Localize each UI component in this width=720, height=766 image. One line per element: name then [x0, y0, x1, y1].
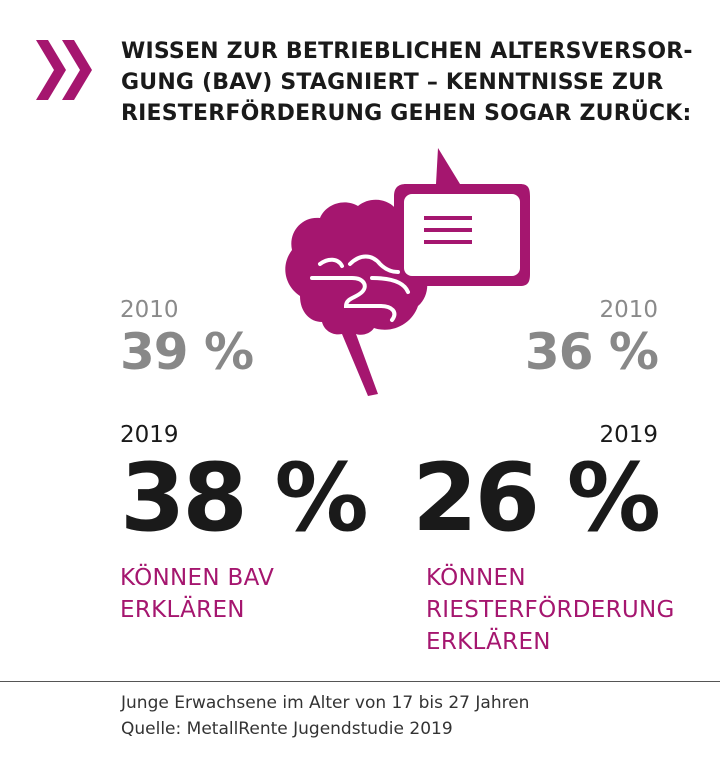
double-chevron-right-icon	[36, 40, 92, 100]
riester-2019-block: 2019 26 %	[412, 421, 661, 553]
brain-with-speech-bubble-icon	[285, 148, 530, 396]
footer-divider	[0, 681, 720, 682]
bav-value-2019: 38 %	[120, 444, 369, 553]
footer-source-note: Quelle: MetallRente Jugendstudie 2019	[121, 719, 453, 739]
riester-caption-line-3: ERKLÄREN	[426, 629, 551, 655]
riester-value-2019: 26 %	[412, 444, 661, 553]
headline-line-2: GUNG (BAV) STAGNIERT – KENNTNISSE ZUR	[121, 70, 664, 95]
riester-caption: KÖNNEN RIESTERFÖRDERUNG ERKLÄREN	[426, 562, 675, 658]
bav-2019-block: 2019 38 %	[120, 421, 369, 553]
bav-year-2010: 2010	[120, 297, 179, 323]
bav-value-2010: 39 %	[120, 323, 254, 381]
riester-year-2019: 2019	[599, 422, 658, 448]
bav-caption-line-1: KÖNNEN BAV	[120, 565, 275, 591]
bav-year-2019: 2019	[120, 422, 179, 448]
riester-caption-line-2: RIESTERFÖRDERUNG	[426, 597, 675, 623]
bav-caption-line-2: ERKLÄREN	[120, 597, 245, 623]
footer-sample-note: Junge Erwachsene im Alter von 17 bis 27 …	[121, 693, 530, 713]
riester-caption-line-1: KÖNNEN	[426, 565, 526, 591]
bav-2010-block: 2010 39 %	[120, 296, 254, 381]
bav-caption: KÖNNEN BAV ERKLÄREN	[120, 562, 274, 626]
headline-line-1: WISSEN ZUR BETRIEBLICHEN ALTERSVERSOR-	[121, 39, 693, 64]
footer-notes: Junge Erwachsene im Alter von 17 bis 27 …	[121, 690, 529, 742]
riester-value-2010: 36 %	[524, 323, 659, 381]
riester-year-2010: 2010	[599, 297, 658, 323]
headline: WISSEN ZUR BETRIEBLICHEN ALTERSVERSOR- G…	[121, 36, 701, 129]
headline-line-3: RIESTERFÖRDERUNG GEHEN SOGAR ZURÜCK:	[121, 101, 692, 126]
riester-2010-block: 2010 36 %	[524, 296, 659, 381]
